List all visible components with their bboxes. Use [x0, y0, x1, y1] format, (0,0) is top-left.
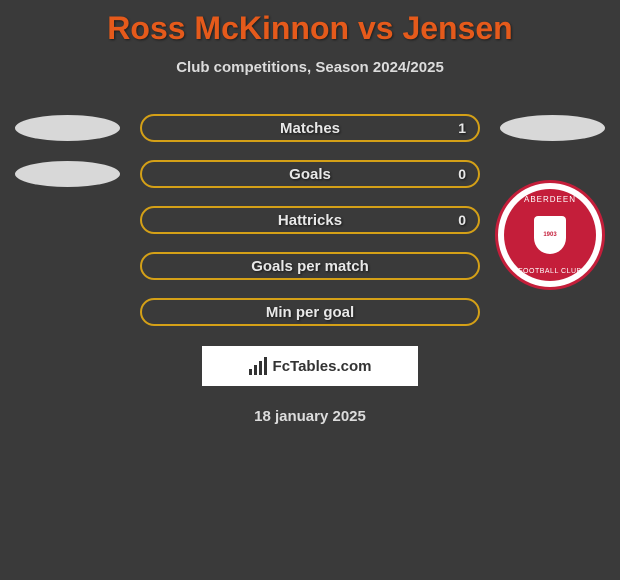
avatar-left-placeholder	[15, 207, 120, 233]
stat-bar-matches: Matches 1	[140, 114, 480, 142]
badge-bottom: FOOTBALL CLUB	[518, 268, 581, 275]
subtitle: Club competitions, Season 2024/2025	[0, 59, 620, 76]
footer-brand: FcTables.com	[273, 358, 372, 375]
stat-label: Hattricks	[278, 212, 342, 229]
club-badge-container: ABERDEEN 1903 FOOTBALL CLUB	[495, 180, 605, 290]
page-title: Ross McKinnon vs Jensen	[0, 0, 620, 47]
badge-name: ABERDEEN	[524, 195, 576, 204]
footer-logo-icon	[249, 357, 267, 375]
date-label: 18 january 2025	[0, 408, 620, 425]
club-badge: ABERDEEN 1903 FOOTBALL CLUB	[495, 180, 605, 290]
avatar-left-placeholder	[15, 253, 120, 279]
stat-label: Min per goal	[266, 304, 354, 321]
stat-bar-mpg: Min per goal	[140, 298, 480, 326]
avatar-right-placeholder	[500, 299, 605, 325]
stat-bar-gpm: Goals per match	[140, 252, 480, 280]
stat-label: Matches	[280, 120, 340, 137]
avatar-right-1	[500, 115, 605, 141]
stat-value: 1	[458, 120, 466, 136]
stat-row-matches: Matches 1	[0, 114, 620, 142]
stat-bar-goals: Goals 0	[140, 160, 480, 188]
avatar-left-placeholder	[15, 299, 120, 325]
club-badge-inner: ABERDEEN 1903 FOOTBALL CLUB	[504, 189, 596, 281]
stat-label: Goals per match	[251, 258, 369, 275]
stat-row-mpg: Min per goal	[0, 298, 620, 326]
stat-bar-hattricks: Hattricks 0	[140, 206, 480, 234]
stat-value: 0	[458, 212, 466, 228]
avatar-left-2	[15, 161, 120, 187]
badge-shield: 1903	[534, 216, 566, 254]
avatar-left-1	[15, 115, 120, 141]
stat-value: 0	[458, 166, 466, 182]
footer-attribution[interactable]: FcTables.com	[202, 346, 418, 386]
stat-label: Goals	[289, 166, 331, 183]
